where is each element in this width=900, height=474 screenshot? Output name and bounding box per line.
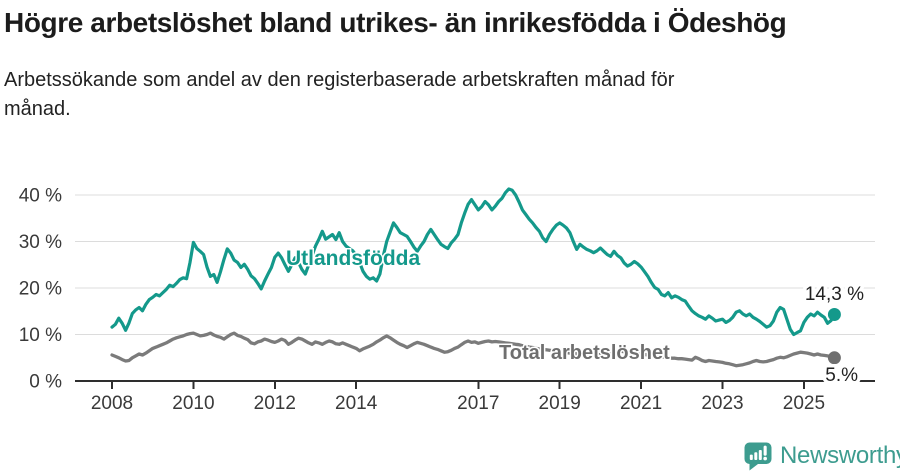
chart-subtitle: Arbetssökande som andel av den registerb…: [4, 68, 675, 120]
end-value-label-utlandsfodda: 14,3 %: [805, 284, 864, 305]
gridlines: [75, 194, 875, 335]
y-axis-tick-label: 30 %: [19, 232, 62, 253]
series-label-utlandsfodda: Utlandsfödda: [286, 247, 420, 270]
x-axis-tick-label: 2023: [701, 393, 743, 414]
end-value-label-total: 5.%: [825, 365, 858, 386]
x-axis-tick-label: 2010: [172, 393, 214, 414]
y-axis-tick-label: 40 %: [19, 186, 62, 207]
x-axis-tick-label: 2019: [539, 393, 581, 414]
newsworthy-logo: Newsworthy: [743, 441, 900, 471]
series-line-utlandsfodda: [110, 187, 837, 337]
x-axis-tick-label: 2021: [620, 393, 662, 414]
series-line-total-arbetsloshet: [110, 331, 837, 368]
x-axis-tick-label: 2025: [783, 393, 825, 414]
x-axis-tick-label: 2012: [254, 393, 296, 414]
x-axis-labels: 2008 2010 2012 2014 2017 2019 2021 2023 2025: [91, 393, 825, 414]
series-end-dot-utlandsfodda: [827, 308, 841, 321]
y-axis-tick-label: 10 %: [19, 325, 62, 346]
speech-bubble-bar-chart-exclamation-icon: [744, 442, 772, 471]
x-axis-tick-label: 2014: [335, 393, 378, 414]
series-end-dot-total: [827, 351, 841, 365]
newsworthy-wordmark: Newsworthy: [780, 442, 900, 469]
y-axis-labels: 40 % 30 % 20 % 10 % 0 %: [19, 186, 62, 393]
y-axis-tick-label: 20 %: [19, 279, 62, 300]
x-axis-tick-label: 2017: [457, 393, 499, 414]
chart-header: Högre arbetslöshet bland utrikes- än inr…: [4, 6, 896, 124]
series-label-total-arbetsloshet: Total arbetslöshet: [499, 342, 670, 364]
x-axis-tick-label: 2008: [91, 393, 133, 414]
x-axis-ticks: [111, 381, 805, 389]
chart-title: Högre arbetslöshet bland utrikes- än inr…: [4, 7, 787, 38]
y-axis-tick-label: 0 %: [29, 372, 62, 393]
